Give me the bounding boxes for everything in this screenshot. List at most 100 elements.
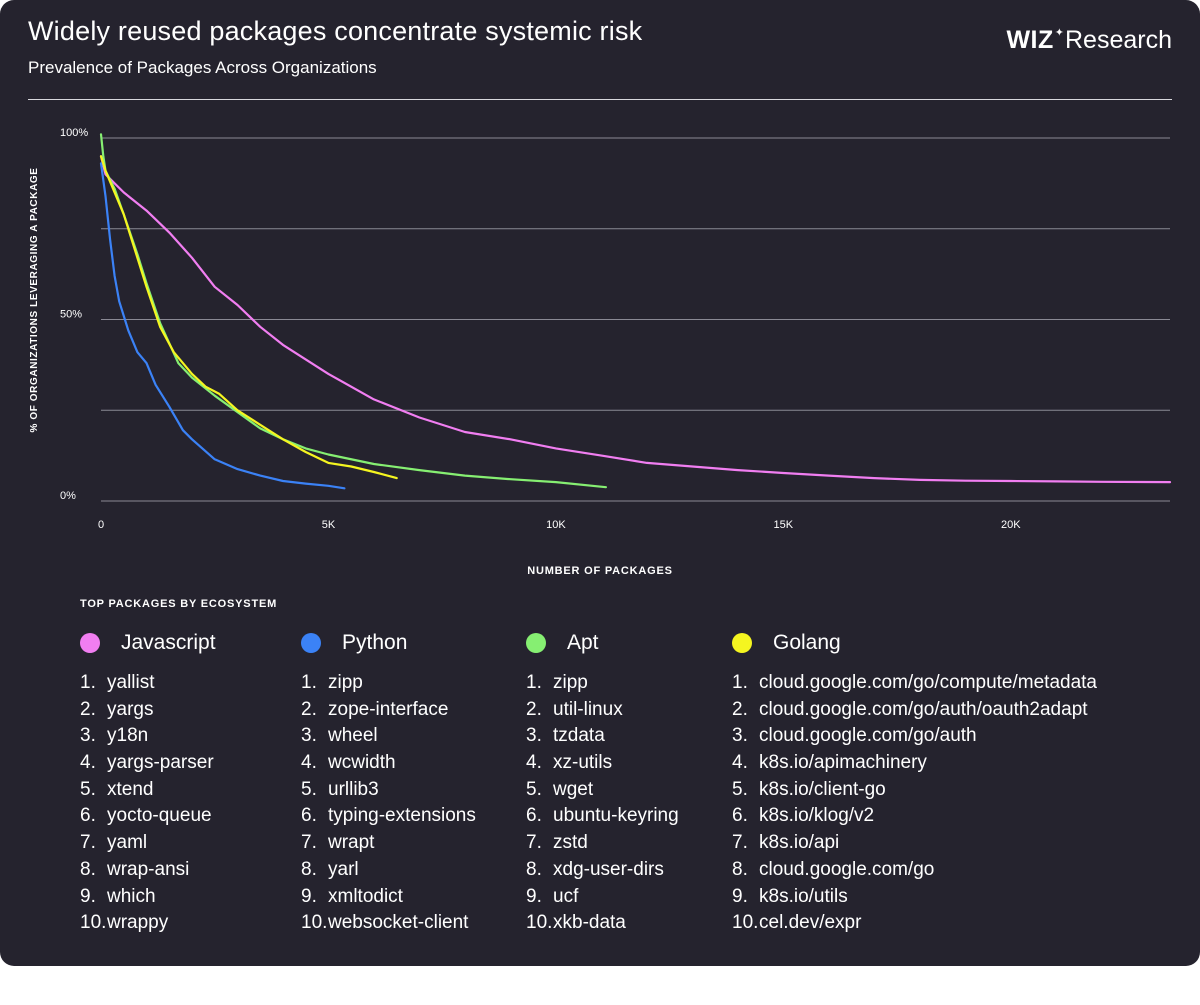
list-item-number: 6. (732, 805, 748, 827)
legend-dot-golang (732, 633, 752, 653)
package-name: wrap-ansi (107, 858, 190, 880)
list-item: 3. y18n (80, 723, 216, 750)
series-line-python (99, 162, 346, 490)
x-tick-label: 15K (774, 519, 794, 531)
package-name: wheel (328, 725, 378, 747)
list-item-number: 3. (732, 725, 748, 747)
package-name: util-linux (553, 698, 623, 720)
legend-name-golang: Golang (773, 631, 841, 654)
package-name: k8s.io/utils (759, 885, 848, 907)
package-name: k8s.io/klog/v2 (759, 805, 875, 827)
page-title: Widely reused packages concentrate syste… (28, 16, 643, 46)
list-item: 4. wcwidth (301, 750, 476, 777)
list-item: 5. k8s.io/client-go (732, 777, 1097, 804)
package-name: yocto-queue (107, 805, 212, 827)
list-item: 3. tzdata (526, 723, 679, 750)
package-name: wrappy (107, 912, 169, 934)
package-name: k8s.io/api (759, 832, 840, 854)
list-item: 10. cel.dev/expr (732, 910, 1097, 937)
list-item-number: 5. (732, 778, 748, 800)
package-name: zipp (553, 672, 588, 693)
list-item-number: 7. (526, 832, 542, 854)
package-name: wrapt (328, 832, 375, 854)
list-item: 9. ucf (526, 884, 679, 911)
list-item: 2. util-linux (526, 697, 679, 724)
package-name: zipp (328, 672, 363, 693)
legend-column-python: Python 1. zipp 2. zope-interface 3. wheel 4. wc… (301, 630, 476, 937)
list-item-number: 5. (301, 778, 317, 800)
list-item-number: 10. (732, 912, 759, 934)
logo-star-icon: ✦ (1054, 27, 1064, 39)
legend-column-golang: Golang 1. cloud.google.com/go/compute/met… (732, 630, 1097, 937)
package-name: ucf (553, 885, 579, 907)
package-name: yargs-parser (107, 752, 214, 774)
list-item: 1. zipp (526, 670, 679, 697)
legend-dot-javascript (80, 633, 100, 653)
list-item: 6. typing-extensions (301, 803, 476, 830)
list-item: 7. yaml (80, 830, 216, 857)
list-item-number: 4. (80, 752, 96, 774)
list-item-number: 2. (80, 698, 96, 720)
logo-wiz-text: WIZ (1006, 26, 1054, 54)
list-item-number: 7. (80, 832, 96, 854)
y-tick-label: 0% (60, 490, 76, 502)
list-item: 5. urllib3 (301, 777, 476, 804)
list-item: 8. xdg-user-dirs (526, 857, 679, 884)
list-item: 4. k8s.io/apimachinery (732, 750, 1097, 777)
package-name: xdg-user-dirs (553, 858, 664, 880)
package-name: typing-extensions (328, 805, 476, 827)
list-item: 3. cloud.google.com/go/auth (732, 723, 1097, 750)
list-item: 8. cloud.google.com/go (732, 857, 1097, 884)
legend-name-javascript: Javascript (121, 631, 216, 654)
legend-name-python: Python (342, 631, 408, 654)
list-item-number: 2. (526, 698, 542, 720)
list-item-number: 2. (732, 698, 748, 720)
list-item-number: 10. (301, 912, 328, 934)
line-chart: 100% 50% 0% 0 5K 10K 15K 20K NUMBER OF PACKAGES%… (29, 127, 1172, 577)
list-item-number: 6. (301, 805, 317, 827)
series-line-apt (99, 133, 608, 489)
list-item: 3. wheel (301, 723, 476, 750)
x-tick-label: 20K (1001, 519, 1021, 531)
list-item: 9. k8s.io/utils (732, 884, 1097, 911)
list-item: 6. yocto-queue (80, 803, 216, 830)
package-list-apt: 1. zipp 2. util-linux 3. tzdata 4. xz-utils 5. wg… (526, 670, 679, 937)
list-item-number: 10. (526, 912, 553, 934)
list-item: 1. cloud.google.com/go/compute/metadata (732, 670, 1097, 697)
package-name: which (107, 885, 156, 907)
list-item: 8. yarl (301, 857, 476, 884)
list-item-number: 9. (732, 885, 748, 907)
list-item-number: 3. (526, 725, 542, 747)
chart-card: Widely reused packages concentrate syste… (0, 0, 1200, 966)
package-name: yarl (328, 858, 359, 880)
list-item-number: 6. (80, 805, 96, 827)
package-name: cloud.google.com/go/compute/metadata (759, 672, 1097, 693)
package-name: tzdata (553, 725, 605, 747)
list-item-number: 4. (732, 752, 748, 774)
list-item: 8. wrap-ansi (80, 857, 216, 884)
package-list-python: 1. zipp 2. zope-interface 3. wheel 4. wcwidth 5.… (301, 670, 476, 937)
list-item-number: 8. (301, 858, 317, 880)
list-item-number: 4. (301, 752, 317, 774)
list-item: 7. zstd (526, 830, 679, 857)
list-item-number: 9. (526, 885, 542, 907)
package-name: cloud.google.com/go/auth/oauth2adapt (759, 698, 1088, 720)
logo-research-text: Research (1065, 26, 1172, 54)
legend-dot-apt (526, 633, 546, 653)
list-item: 5. wget (526, 777, 679, 804)
list-item: 7. wrapt (301, 830, 476, 857)
package-name: xkb-data (553, 912, 626, 934)
legend-column-apt: Apt 1. zipp 2. util-linux 3. tzdata 4. xz-utils… (526, 630, 679, 937)
series-line-golang (99, 155, 398, 480)
y-tick-label: 50% (60, 309, 82, 321)
list-item-number: 3. (301, 725, 317, 747)
list-item: 4. xz-utils (526, 750, 679, 777)
list-item: 9. which (80, 884, 216, 911)
list-item: 2. zope-interface (301, 697, 476, 724)
list-item-number: 3. (80, 725, 96, 747)
list-item-number: 9. (301, 885, 317, 907)
series-line-javascript (99, 155, 1172, 484)
list-item-number: 1. (80, 672, 96, 693)
package-name: cloud.google.com/go (759, 858, 935, 880)
package-name: xmltodict (328, 885, 403, 907)
